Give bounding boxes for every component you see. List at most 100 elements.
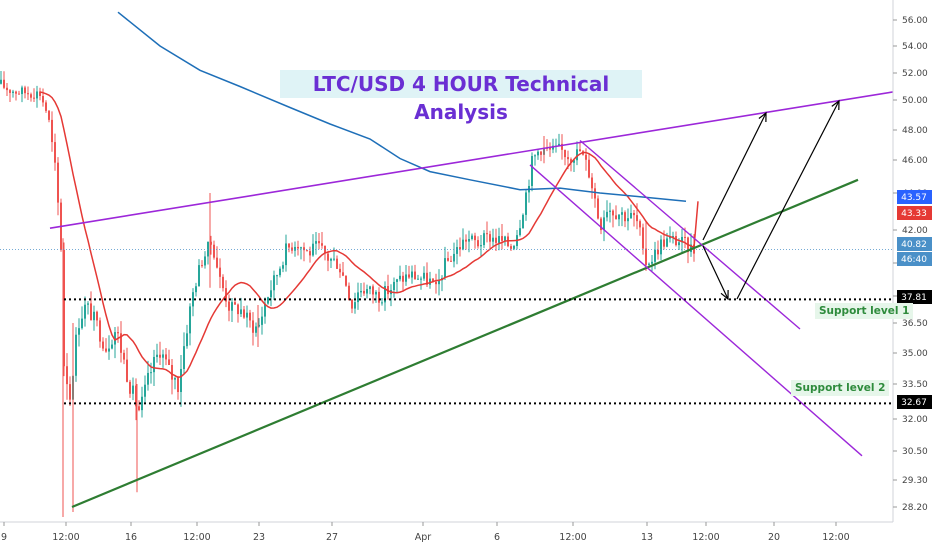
trendlines-layer	[0, 91, 894, 509]
y-tick-label: 33.50	[902, 380, 928, 390]
candle-body	[348, 285, 350, 300]
candle-body	[480, 245, 482, 247]
candle-body	[0, 79, 2, 84]
candle-body	[654, 249, 656, 262]
candle-body	[366, 289, 368, 294]
price-badge	[897, 237, 932, 251]
candle-body	[126, 359, 128, 382]
candle-body	[75, 334, 77, 376]
candle-body	[471, 235, 473, 240]
candle-body	[450, 260, 452, 262]
x-tick-label: 27	[326, 532, 338, 543]
candle-body	[57, 162, 59, 203]
candle-body	[270, 290, 272, 298]
price-badge-label: 40.82	[901, 240, 927, 250]
candle-body	[600, 218, 602, 231]
candle-body	[330, 258, 332, 261]
candle-body	[123, 352, 125, 360]
candle-body	[108, 348, 110, 352]
candle-body	[261, 316, 263, 325]
candle-body	[423, 272, 425, 279]
candle-body	[621, 212, 623, 215]
x-tick-label: 12:00	[559, 532, 586, 543]
candle-body	[309, 251, 311, 256]
candle-body	[525, 192, 527, 215]
candle-body	[318, 241, 320, 244]
candles-layer	[0, 71, 695, 517]
candle-body	[462, 239, 464, 250]
candle-body	[603, 217, 605, 231]
candle-body	[447, 258, 449, 261]
candle-body	[69, 384, 71, 400]
candle-body	[345, 275, 347, 286]
candle-body	[3, 79, 5, 88]
candle-body	[438, 280, 440, 285]
candle-body	[228, 301, 230, 311]
candle-body	[651, 261, 653, 264]
candle-body	[561, 143, 563, 150]
candle-body	[90, 303, 92, 321]
candle-body	[588, 159, 590, 178]
candle-body	[174, 378, 176, 380]
candle-body	[177, 378, 179, 393]
candle-body	[669, 236, 671, 239]
candle-body	[396, 279, 398, 282]
candle-body	[111, 344, 113, 349]
support-level-2-label: Support level 2	[791, 380, 890, 396]
candle-body	[429, 278, 431, 285]
price-badge	[897, 290, 932, 304]
projection-arrow-down	[702, 245, 729, 300]
y-tick-label: 52.00	[902, 69, 928, 79]
candle-body	[45, 102, 47, 111]
candle-body	[186, 333, 188, 347]
candle-body	[336, 258, 338, 269]
candle-body	[399, 275, 401, 280]
candle-body	[15, 91, 17, 94]
price-badge	[897, 395, 932, 409]
projection-arrow-up-1-head	[758, 111, 767, 123]
candle-body	[534, 155, 536, 157]
candle-body	[681, 236, 683, 243]
candle-body	[273, 275, 275, 291]
candle-body	[519, 228, 521, 236]
candle-body	[210, 241, 212, 245]
candle-body	[678, 242, 680, 246]
candle-body	[414, 271, 416, 280]
projection-arrows-layer	[702, 99, 840, 301]
y-tick-label: 28.20	[902, 503, 928, 513]
chart-title: LTC/USD 4 HOUR Technical Analysis	[312, 72, 610, 124]
projection-arrow-up-2	[736, 100, 840, 300]
candle-body	[93, 311, 95, 321]
candle-body	[183, 346, 185, 369]
candle-body	[216, 257, 218, 268]
candle-body	[96, 311, 98, 321]
candle-body	[633, 212, 635, 216]
candle-body	[48, 110, 50, 120]
candle-body	[264, 303, 266, 317]
candle-body	[54, 142, 56, 163]
candle-body	[372, 286, 374, 295]
projection-arrow-up-2-head	[831, 99, 840, 111]
candle-body	[420, 278, 422, 280]
candle-body	[63, 249, 65, 367]
y-tick-label: 32.00	[902, 415, 928, 425]
projection-arrow-down-head	[720, 289, 729, 301]
candle-body	[24, 87, 26, 94]
candle-body	[675, 236, 677, 246]
candle-body	[18, 93, 20, 95]
candle-body	[252, 320, 254, 333]
y-tick-label: 46.00	[902, 156, 928, 166]
candle-body	[81, 318, 83, 329]
candle-body	[87, 303, 89, 305]
channel-lower-line	[529, 164, 863, 457]
candle-body	[327, 253, 329, 261]
candle-body	[558, 143, 560, 146]
price-badge-label: 37.81	[901, 293, 927, 303]
candle-body	[234, 302, 236, 305]
rising-support-trendline	[71, 178, 859, 509]
candle-body	[639, 221, 641, 228]
candle-body	[636, 215, 638, 222]
candle-body	[333, 258, 335, 260]
